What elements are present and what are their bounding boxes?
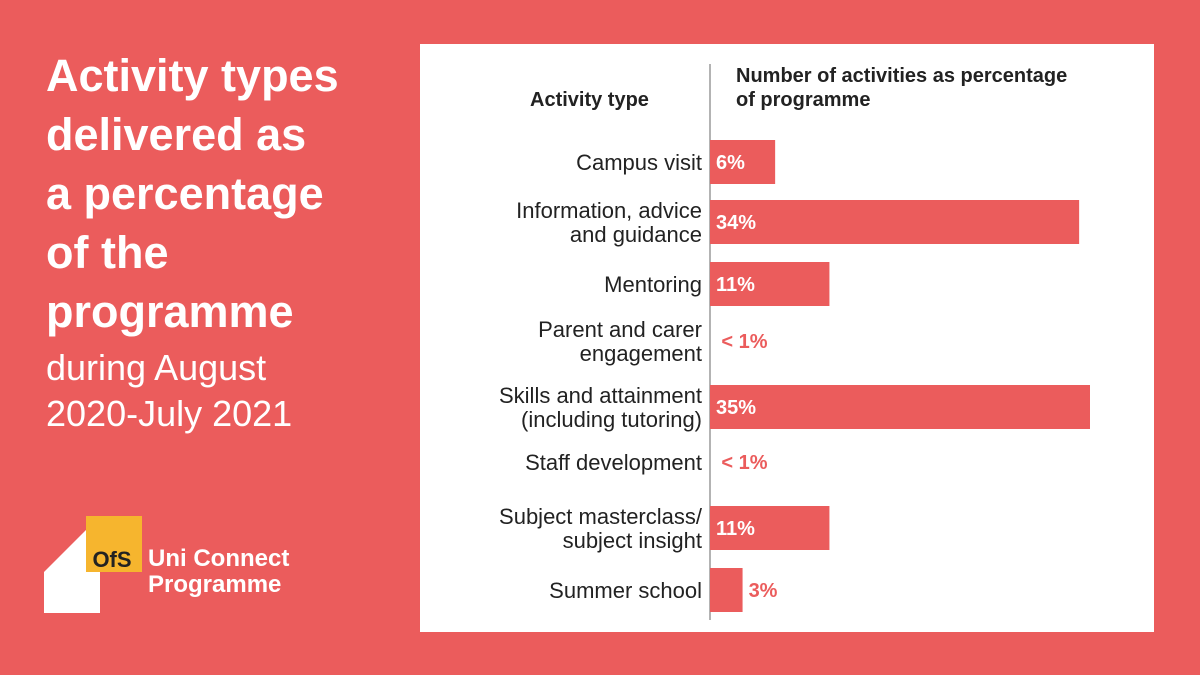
category-label-line: Mentoring [604, 272, 702, 297]
category-label-line: engagement [580, 341, 702, 366]
logo-brand-text: Uni Connect Programme [148, 545, 290, 598]
bar [710, 568, 743, 612]
value-header-line: of programme [736, 89, 870, 111]
value-label: 11% [716, 274, 755, 296]
value-label: < 1% [721, 452, 767, 474]
bar [710, 200, 1080, 244]
category-label: Information, advice and guidance [516, 198, 702, 247]
chart-subtitle: during August 2020-July 2021 [46, 347, 293, 434]
logo-badge-bg [86, 516, 142, 572]
headline: Activity types delivered as a percentage… [46, 46, 406, 437]
category-label-line: and guidance [570, 222, 702, 247]
category-label: Staff development [525, 450, 702, 475]
logo-shape-icon [44, 516, 142, 613]
value-label: 11% [716, 518, 755, 540]
category-header: Activity type [530, 89, 649, 111]
category-label-line: Information, advice [516, 198, 702, 223]
category-label-line: Parent and carer [538, 317, 702, 342]
category-label-line: Summer school [549, 578, 702, 603]
category-label: Mentoring [604, 272, 702, 297]
category-label: Campus visit [576, 150, 702, 175]
category-label-line: (including tutoring) [521, 407, 702, 432]
value-label: 35% [716, 397, 756, 419]
value-label: < 1% [721, 331, 767, 353]
value-header-line: Number of activities as percentage [736, 65, 1067, 87]
logo-badge-text: OfS [92, 547, 132, 572]
value-label: 6% [716, 152, 745, 174]
category-label: Parent and carer engagement [538, 317, 702, 366]
category-label-line: Skills and attainment [499, 383, 702, 408]
category-label-line: Subject masterclass/ [499, 504, 703, 529]
category-label: Skills and attainment (including tutoring… [499, 383, 702, 432]
ofs-uni-connect-logo: OfS Uni Connect Programme [44, 516, 344, 616]
bar [710, 262, 830, 306]
bar [710, 506, 830, 550]
bar [710, 140, 776, 184]
bar-chart: Activity type Number of activities as per… [499, 64, 1090, 620]
category-label: Subject masterclass/subject insight [499, 504, 703, 553]
chart-title: Activity types delivered as a percentage… [46, 50, 339, 337]
chart-panel: Activity type Number of activities as per… [420, 44, 1154, 632]
value-header: Number of activities as percentage of pro… [736, 65, 1067, 111]
category-label-line: subject insight [563, 528, 702, 553]
value-label: 34% [716, 212, 756, 234]
category-label-line: Campus visit [576, 150, 702, 175]
category-label-line: Staff development [525, 450, 702, 475]
value-label: 3% [749, 580, 778, 602]
bar [710, 385, 1090, 429]
category-label: Summer school [549, 578, 702, 603]
